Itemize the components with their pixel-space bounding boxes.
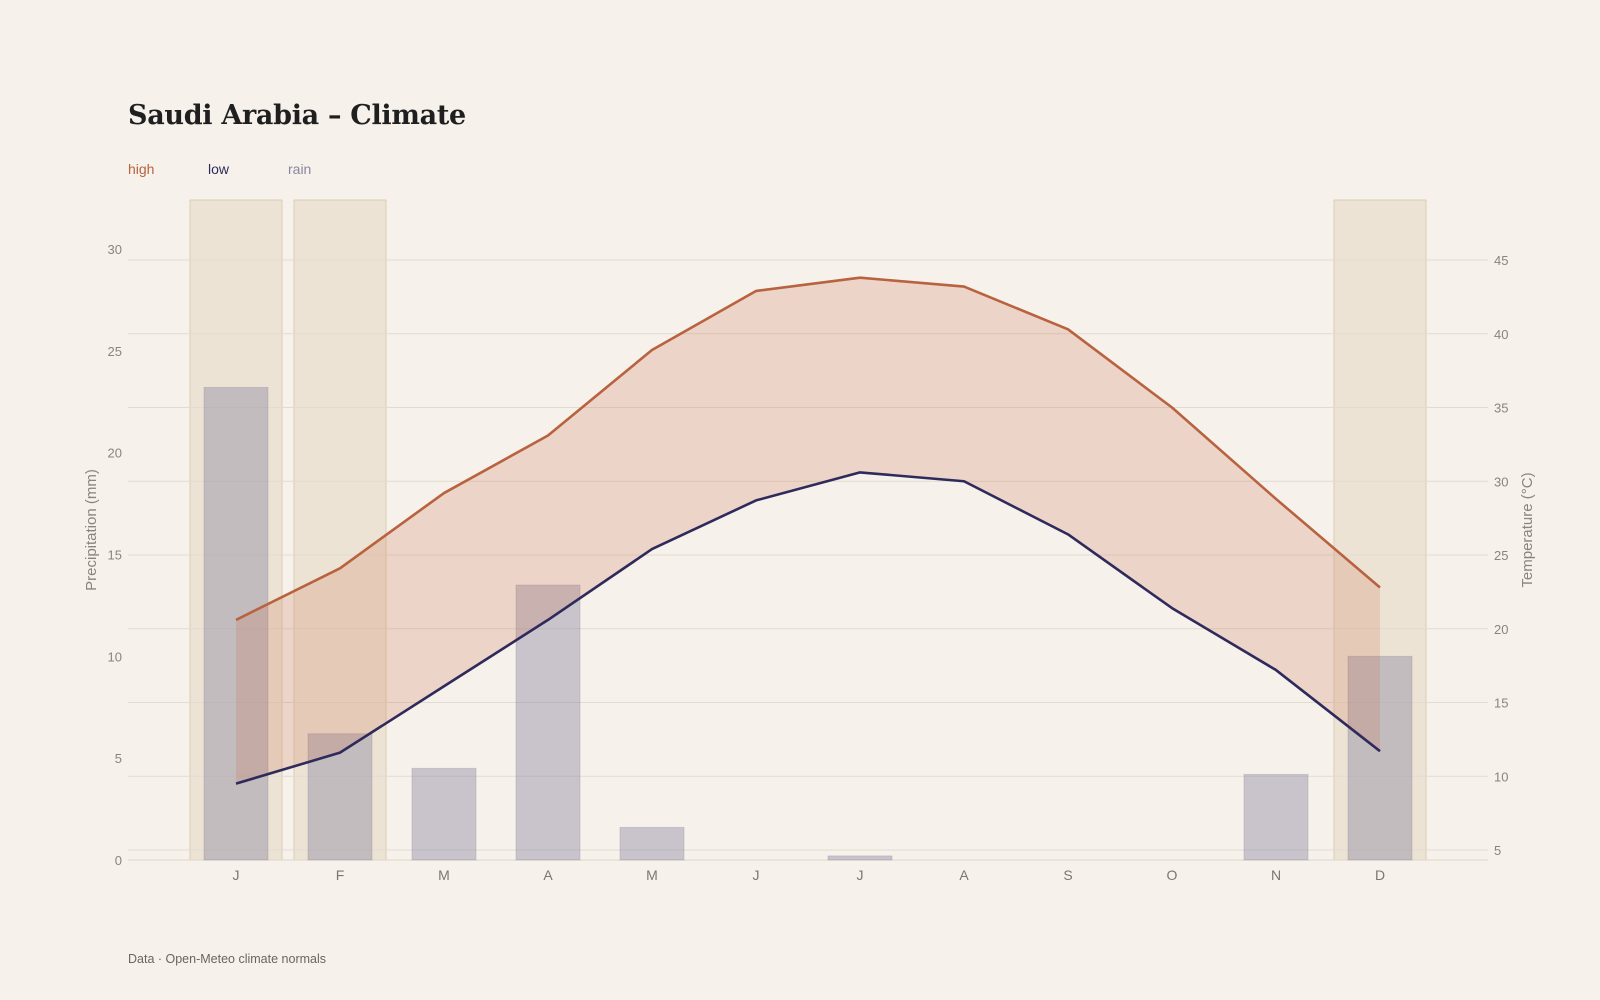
y-right-tick-label: 45 [1494,253,1508,268]
source-footer: Data · Open-Meteo climate normals [128,952,326,966]
legend-item-low: low [208,161,230,177]
x-tick-label: A [543,867,553,883]
y-left-tick-label: 20 [108,446,122,461]
x-tick-label: J [753,867,760,883]
y-left-tick-label: 5 [115,751,122,766]
y-right-tick-label: 15 [1494,696,1508,711]
rain-bar [1243,773,1309,861]
y-left-tick-label: 30 [108,242,122,257]
x-tick-label: D [1375,867,1385,883]
rain-bar [515,584,581,861]
y-right-axis-title: Temperature (°C) [1519,472,1536,587]
y-right-tick-label: 5 [1494,843,1501,858]
y-left-axis-title: Precipitation (mm) [83,469,100,591]
legend-item-high: high [128,161,155,177]
rain-bar [1347,655,1413,861]
rain-bar [307,733,373,861]
y-left-tick-label: 10 [108,649,122,664]
y-right-tick-label: 20 [1494,622,1508,637]
chart-title: Saudi Arabia – Climate [128,100,466,131]
y-right-tick-label: 25 [1494,548,1508,563]
y-right-tick-label: 35 [1494,401,1508,416]
rain-bar [827,855,893,861]
rain-bar [203,386,269,861]
rain-bar [619,826,685,861]
temperature-range-band [236,277,1380,784]
x-tick-label: S [1063,867,1072,883]
x-tick-label: N [1271,867,1281,883]
high-line [235,276,1381,622]
y-left-tick-label: 0 [115,853,122,868]
y-right-tick-label: 10 [1494,769,1508,784]
y-right-tick-label: 40 [1494,327,1508,342]
low-line [235,471,1381,785]
x-tick-label: M [646,867,658,883]
y-right-tick-label: 30 [1494,474,1508,489]
y-left-tick-label: 25 [108,344,122,359]
x-tick-label: M [438,867,450,883]
highlight-band-0 [189,199,283,861]
highlight-band-1 [293,199,387,861]
legend-item-rain: rain [288,161,312,177]
x-tick-label: A [959,867,969,883]
rain-bar [411,767,477,861]
x-tick-label: F [336,867,345,883]
x-tick-label: J [233,867,240,883]
x-tick-label: J [857,867,864,883]
x-tick-label: O [1167,867,1178,883]
y-left-tick-label: 15 [108,548,122,563]
